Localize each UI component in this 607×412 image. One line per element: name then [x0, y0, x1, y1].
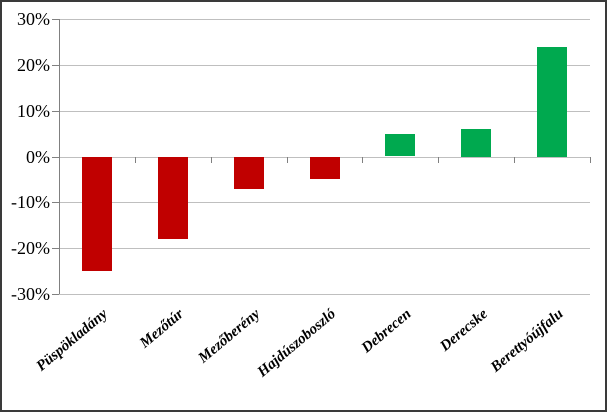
bar-Berettyóújfalu: [537, 46, 568, 157]
y-tick-mark: [52, 202, 59, 204]
bar-Hajdúszoboszló: [309, 156, 340, 180]
gridline: [59, 19, 590, 20]
y-axis-tick-label: 0%: [26, 146, 50, 167]
x-tick-mark: [134, 156, 136, 163]
bar-Püspökladány: [81, 156, 112, 272]
y-tick-mark: [52, 110, 59, 112]
y-axis-tick-label: -10%: [11, 192, 50, 213]
gridline: [59, 64, 590, 66]
y-axis-tick-label: 10%: [17, 100, 50, 121]
x-axis-category-label: Hajdúszoboszló: [254, 306, 339, 381]
x-axis-category-label: Derecske: [436, 306, 491, 355]
bar-Derecske: [461, 129, 492, 157]
x-tick-mark: [286, 156, 288, 163]
gridline: [59, 110, 590, 112]
y-tick-mark: [52, 156, 59, 158]
gridline: [59, 202, 590, 204]
x-axis-category-label: Mezőberény: [195, 306, 263, 367]
gridline: [59, 294, 590, 295]
y-axis-tick-label: 20%: [17, 54, 50, 75]
x-axis-category-label: Mezőtúr: [137, 306, 188, 352]
y-axis-tick-label: -20%: [11, 238, 50, 259]
x-tick-mark: [362, 156, 364, 163]
y-tick-mark: [52, 19, 59, 20]
bar-Mezőberény: [233, 156, 264, 189]
bar-Mezőtúr: [157, 156, 188, 239]
bar-Debrecen: [385, 133, 416, 157]
gridline: [59, 248, 590, 250]
y-axis-tick-label: -30%: [11, 284, 50, 304]
x-axis-category-label: Debrecen: [359, 306, 415, 357]
y-tick-mark: [52, 294, 59, 295]
x-tick-mark: [210, 156, 212, 163]
y-tick-mark: [52, 248, 59, 250]
x-axis-category-label: Püspökladány: [33, 306, 112, 375]
x-tick-mark: [438, 156, 440, 163]
x-tick-mark: [590, 156, 591, 163]
x-tick-mark: [514, 156, 516, 163]
x-tick-mark: [59, 156, 60, 163]
y-axis-tick-label: 30%: [17, 9, 50, 29]
x-axis-category-label: Berettyóújfalu: [487, 306, 567, 376]
y-tick-mark: [52, 64, 59, 66]
